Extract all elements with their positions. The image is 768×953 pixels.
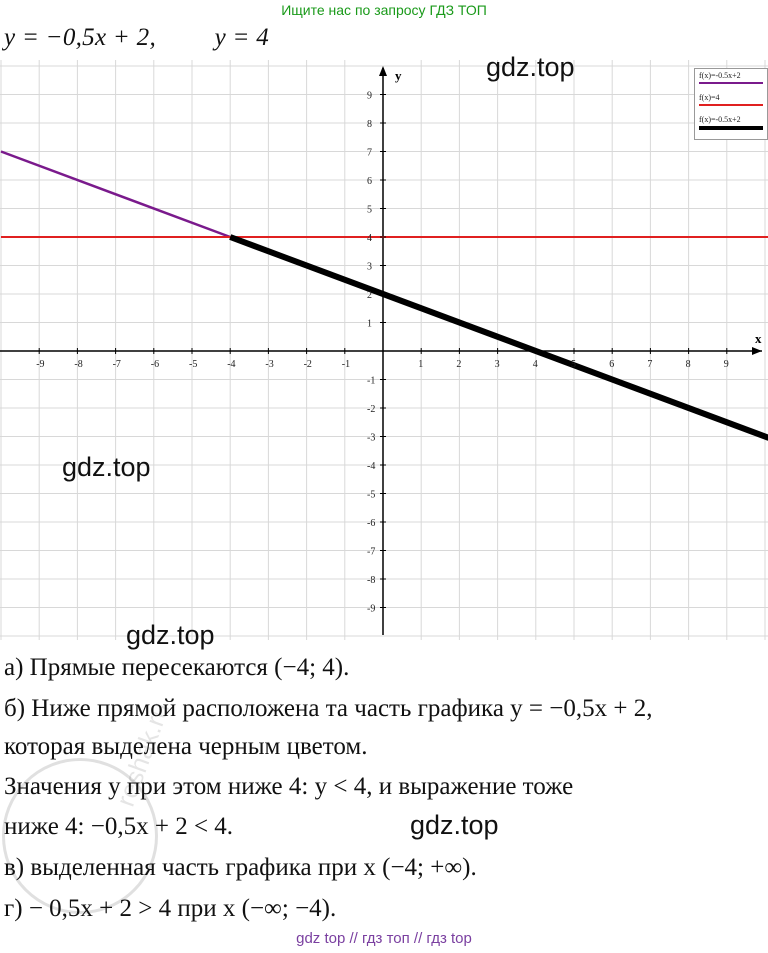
footer-links: gdz top // гдз топ // гдз top bbox=[296, 930, 472, 947]
y-tick-label: -9 bbox=[367, 604, 375, 615]
answer-g: г) − 0,5x + 2 > 4 при x (−∞; −4). bbox=[4, 895, 337, 922]
series-line bbox=[229, 234, 768, 441]
y-tick-label: 1 bbox=[367, 319, 372, 330]
x-tick-label: 4 bbox=[533, 359, 538, 370]
watermark: gdz.top bbox=[486, 52, 575, 82]
x-tick-label: 1 bbox=[418, 359, 423, 370]
y-tick-label: 3 bbox=[367, 262, 372, 273]
axes: xy bbox=[0, 66, 762, 635]
y-tick-label: -4 bbox=[367, 461, 375, 472]
legend-item-red: f(x)=4 bbox=[695, 91, 767, 113]
y-tick-label: -5 bbox=[367, 490, 375, 501]
y-tick-label: -8 bbox=[367, 575, 375, 586]
y-tick-label: 5 bbox=[367, 205, 372, 216]
x-tick-label: 7 bbox=[647, 359, 652, 370]
equations-line: y = −0,5x + 2, y = 4 bbox=[4, 24, 269, 52]
watermark: gdz.top bbox=[126, 620, 215, 650]
watermark: gdz.top bbox=[62, 452, 151, 482]
x-tick-label: -7 bbox=[113, 359, 121, 370]
x-tick-label: -1 bbox=[342, 359, 350, 370]
search-banner: Ищите нас по запросу ГДЗ ТОП bbox=[281, 2, 487, 18]
y-tick-label: -1 bbox=[367, 376, 375, 387]
x-tick-label: 9 bbox=[724, 359, 729, 370]
y-tick-label: -3 bbox=[367, 433, 375, 444]
x-tick-label: 6 bbox=[609, 359, 614, 370]
legend-swatch bbox=[699, 82, 763, 84]
legend-swatch bbox=[699, 126, 763, 130]
y-tick-label: 7 bbox=[367, 148, 372, 159]
legend-swatch bbox=[699, 104, 763, 106]
tick-labels: -9 -8 -7 -6 -5 -4 -3 -2 -1 1 2 3 4 5 6 7 8 9 9 8 7 6 5 4 3 2 1 -1 -2… bbox=[36, 91, 729, 615]
answer-b-line-3: Значения y при этом ниже 4: y < 4, и выр… bbox=[4, 773, 574, 800]
x-tick-label: -4 bbox=[227, 359, 235, 370]
x-tick-label: -3 bbox=[265, 359, 273, 370]
legend-label: f(x)=-0.5x+2 bbox=[699, 71, 741, 80]
legend-item-purple: f(x)=-0.5x+2 bbox=[695, 69, 767, 91]
y-tick-label: 2 bbox=[367, 290, 372, 301]
legend-label: f(x)=4 bbox=[699, 93, 720, 102]
x-tick-label: -2 bbox=[304, 359, 312, 370]
y-tick-label: -2 bbox=[367, 404, 375, 415]
chart-legend: f(x)=-0.5x+2 f(x)=4 f(x)=-0.5x+2 bbox=[694, 68, 768, 140]
x-tick-label: -8 bbox=[74, 359, 82, 370]
answer-v: в) выделенная часть графика при x (−4; +… bbox=[4, 854, 477, 881]
y-axis-arrow bbox=[379, 66, 387, 76]
legend-item-black: f(x)=-0.5x+2 bbox=[695, 113, 767, 135]
x-tick-label: 8 bbox=[686, 359, 691, 370]
x-tick-label: -6 bbox=[151, 359, 159, 370]
y-tick-label: -6 bbox=[367, 518, 375, 529]
series-line bbox=[0, 150, 231, 239]
x-tick-label: -9 bbox=[36, 359, 44, 370]
x-tick-label: -5 bbox=[189, 359, 197, 370]
x-tick-label: 5 bbox=[571, 359, 576, 370]
function-graph: xy -9 -8 -7 -6 -5 -4 -3 -2 -1 1 2 3 4 5 6 7 8 9987654321-… bbox=[0, 60, 768, 640]
answer-b-line-4: ниже 4: −0,5x + 2 < 4. bbox=[4, 813, 234, 840]
x-tick-label: 2 bbox=[456, 359, 461, 370]
y-axis-label: y bbox=[395, 68, 402, 83]
x-axis-label: x bbox=[755, 331, 762, 346]
y-tick-label: 8 bbox=[367, 119, 372, 130]
x-axis-arrow bbox=[752, 347, 762, 355]
y-tick-label: 6 bbox=[367, 176, 372, 187]
y-tick-label: -7 bbox=[367, 547, 375, 558]
answer-a: а) Прямые пересекаются (−4; 4). bbox=[4, 654, 350, 681]
x-tick-label: 3 bbox=[495, 359, 500, 370]
answer-b-line-1: б) Ниже прямой расположена та часть граф… bbox=[4, 695, 653, 722]
y-tick-label: 9 bbox=[367, 91, 372, 102]
reshak-stamp bbox=[2, 758, 158, 914]
equation-2: y = 4 bbox=[214, 24, 270, 51]
equation-1: y = −0,5x + 2, bbox=[4, 24, 157, 51]
watermark: gdz.top bbox=[410, 810, 499, 840]
y-tick-label: 4 bbox=[367, 233, 372, 244]
answer-b-line-2: которая выделена черным цветом. bbox=[4, 733, 368, 760]
legend-label: f(x)=-0.5x+2 bbox=[699, 115, 741, 124]
